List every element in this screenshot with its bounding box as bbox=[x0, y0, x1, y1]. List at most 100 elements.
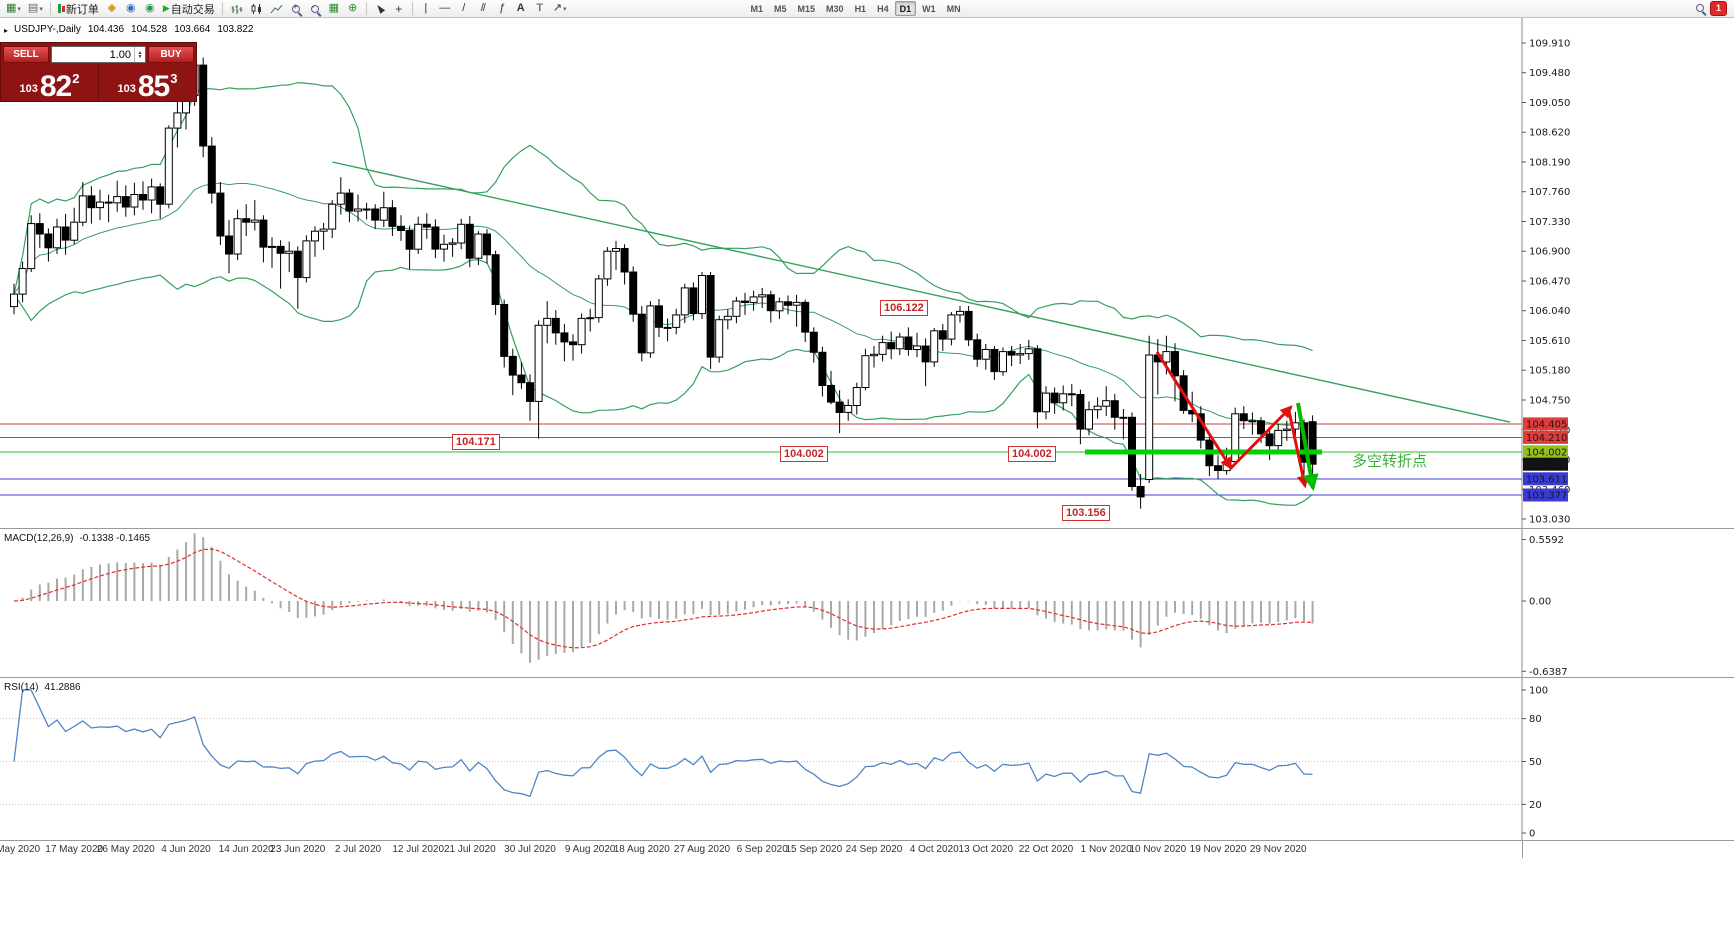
notification-badge[interactable]: 1 bbox=[1709, 1, 1727, 16]
tile-windows-icon: ▦ bbox=[328, 2, 339, 14]
svg-text:109.050: 109.050 bbox=[1529, 98, 1570, 109]
toolbar-right-group: 1 bbox=[1695, 1, 1731, 16]
price-callout[interactable]: 104.002 bbox=[1008, 446, 1056, 462]
rsi-canvas[interactable]: 100 80 50 20 0 bbox=[0, 678, 1734, 840]
date-label: 15 Sep 2020 bbox=[785, 844, 843, 855]
date-label: 30 Jul 2020 bbox=[504, 844, 556, 855]
profiles-icon: ▤ bbox=[27, 2, 39, 14]
new-order-button[interactable]: 新订单 bbox=[55, 1, 102, 17]
tile-windows-button[interactable]: ▦ bbox=[325, 1, 343, 17]
chart-low: 103.664 bbox=[174, 24, 211, 35]
date-label: 7 May 2020 bbox=[0, 844, 41, 855]
price-callout[interactable]: 106.122 bbox=[880, 300, 928, 316]
crosshair-tool-button[interactable]: + bbox=[390, 1, 408, 17]
new-chart-button[interactable]: ▦ ▾ bbox=[3, 1, 24, 17]
price-callout[interactable]: 103.156 bbox=[1062, 505, 1110, 521]
volume-spinner[interactable]: ▲ ▼ bbox=[134, 47, 145, 62]
horizontal-line-tool-button[interactable]: — bbox=[436, 1, 454, 17]
svg-text:108.620: 108.620 bbox=[1529, 128, 1570, 139]
autotrading-button[interactable]: ▶ 自动交易 bbox=[160, 1, 218, 17]
spinner-up-icon[interactable]: ▲ bbox=[137, 49, 143, 56]
timeframe-M5[interactable]: M5 bbox=[774, 3, 787, 14]
volume-field[interactable]: 1.00 ▲ ▼ bbox=[51, 46, 146, 63]
cursor-tool-button[interactable] bbox=[371, 1, 389, 17]
date-label: 9 Aug 2020 bbox=[564, 844, 616, 855]
bid-price[interactable]: 103 82 2 bbox=[1, 64, 99, 101]
price-chart-pane[interactable]: ▸ USDJPY-,Daily 104.436 104.528 103.664 103.… bbox=[0, 18, 1734, 528]
timeframe-H4[interactable]: H4 bbox=[877, 3, 889, 14]
new-order-icon bbox=[57, 4, 65, 13]
svg-text:106.900: 106.900 bbox=[1529, 247, 1570, 258]
text-tool-button[interactable]: A bbox=[512, 1, 530, 17]
spinner-down-icon[interactable]: ▼ bbox=[137, 53, 143, 60]
chart-open: 104.436 bbox=[87, 24, 125, 35]
timeframe-D1[interactable]: D1 bbox=[894, 1, 917, 16]
community-button[interactable]: ◉ bbox=[122, 1, 140, 17]
metaeditor-button[interactable]: ◆ bbox=[103, 1, 121, 17]
price-callout[interactable]: 104.002 bbox=[780, 446, 828, 462]
bid-main: 82 bbox=[39, 69, 72, 103]
buy-button[interactable]: BUY bbox=[148, 46, 194, 63]
bid-prefix: 103 bbox=[19, 83, 38, 95]
svg-text:50: 50 bbox=[1529, 757, 1542, 768]
chart-symbol-period: USDJPY-,Daily bbox=[14, 24, 81, 35]
rsi-label: RSI(14) 41.2886 bbox=[4, 682, 87, 693]
svg-text:103.611: 103.611 bbox=[1526, 474, 1567, 485]
caret-down-icon: ▾ bbox=[39, 5, 43, 13]
mql5-icon: ◉ bbox=[145, 2, 155, 14]
date-label: 2 Jul 2020 bbox=[334, 844, 382, 855]
trendline-tool-button[interactable]: / bbox=[455, 1, 473, 17]
macd-pane[interactable]: MACD(12,26,9) -0.1338 -0.1465 0.5592 0.00 -… bbox=[0, 528, 1734, 677]
autotrading-play-icon: ▶ bbox=[162, 3, 170, 13]
vertical-line-tool-button[interactable]: | bbox=[417, 1, 435, 17]
timeframe-H1[interactable]: H1 bbox=[854, 3, 867, 14]
label-tool-button[interactable]: T bbox=[531, 1, 549, 17]
price-chart-canvas[interactable]: 109.910 109.480 109.050 108.620 108.190 107.7… bbox=[0, 18, 1734, 528]
bid-sup: 2 bbox=[72, 71, 80, 86]
search-icon[interactable] bbox=[1695, 4, 1704, 13]
timeframe-M30[interactable]: M30 bbox=[826, 3, 844, 14]
ask-price[interactable]: 103 85 3 bbox=[99, 64, 196, 101]
arrows-tool-button[interactable]: ↗ ▾ bbox=[550, 1, 570, 17]
macd-canvas[interactable]: 0.5592 0.00 -0.6387 bbox=[0, 529, 1734, 677]
sell-button[interactable]: SELL bbox=[3, 46, 49, 63]
timeframe-M1[interactable]: M1 bbox=[750, 3, 764, 14]
indicators-button[interactable]: ⊕ bbox=[344, 1, 362, 17]
chinese-annotation[interactable]: 多空转折点 bbox=[1352, 453, 1428, 470]
line-chart-mode-button[interactable] bbox=[267, 1, 286, 17]
zoom-out-button[interactable] bbox=[306, 1, 324, 17]
channel-tool-button[interactable]: // bbox=[474, 1, 492, 17]
bar-chart-icon bbox=[230, 3, 243, 15]
svg-text:100: 100 bbox=[1529, 686, 1548, 697]
ask-sup: 3 bbox=[170, 71, 178, 86]
fibonacci-tool-button[interactable]: ƒ bbox=[493, 1, 511, 17]
macd-label: MACD(12,26,9) -0.1338 -0.1465 bbox=[4, 533, 156, 544]
date-label: 14 Jun 2020 bbox=[218, 844, 274, 855]
timeframe-M15[interactable]: M15 bbox=[797, 3, 816, 14]
price-callout[interactable]: 104.171 bbox=[452, 434, 500, 450]
mql5-button[interactable]: ◉ bbox=[141, 1, 159, 17]
arrow-tool-icon: ↗ bbox=[552, 2, 562, 14]
rsi-pane[interactable]: RSI(14) 41.2886 100 80 50 20 0 bbox=[0, 677, 1734, 840]
bar-chart-mode-button[interactable] bbox=[227, 1, 246, 17]
zoom-in-button[interactable] bbox=[287, 1, 305, 17]
vertical-line-icon: | bbox=[424, 2, 428, 14]
date-label: 21 Jul 2020 bbox=[443, 844, 496, 855]
zoom-in-icon bbox=[291, 3, 300, 13]
profiles-button[interactable]: ▤ ▾ bbox=[25, 1, 46, 17]
timeframe-W1[interactable]: W1 bbox=[922, 3, 936, 14]
date-label: 26 May 2020 bbox=[96, 844, 155, 855]
timeframe-MN[interactable]: MN bbox=[946, 3, 961, 14]
date-label: 4 Jun 2020 bbox=[161, 844, 211, 855]
zoom-out-icon bbox=[310, 3, 319, 13]
svg-text:104.405: 104.405 bbox=[1526, 419, 1567, 430]
label-icon: T bbox=[536, 2, 544, 14]
date-label: 4 Oct 2020 bbox=[909, 844, 959, 855]
chart-expand-icon[interactable]: ▸ bbox=[4, 26, 9, 35]
candlestick-mode-button[interactable] bbox=[247, 1, 266, 17]
chart-ohlc-title: USDJPY-,Daily 104.436 104.528 103.664 103.82… bbox=[14, 24, 261, 35]
date-label: 10 Nov 2020 bbox=[1129, 844, 1187, 855]
date-label: 29 Nov 2020 bbox=[1249, 844, 1307, 855]
svg-text:103.377: 103.377 bbox=[1526, 491, 1567, 502]
